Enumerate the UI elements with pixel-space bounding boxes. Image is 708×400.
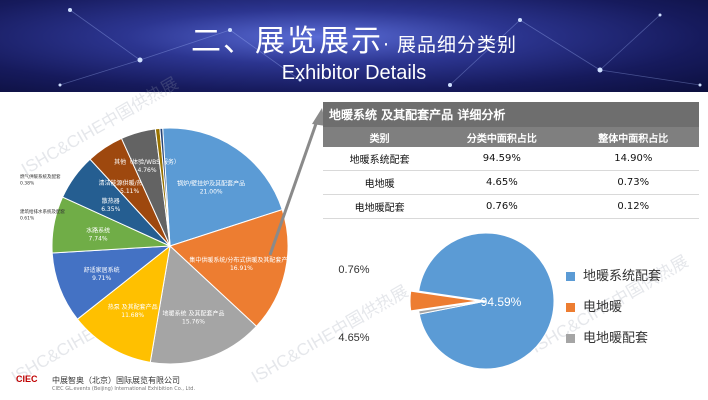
pie-slice-value: 5.11%: [120, 188, 139, 195]
pie-slice-label: 清洁能源供暖/热水产品: [99, 179, 161, 187]
title-main: 二、展览展示: [190, 24, 383, 59]
detail-pie-chart: 94.59% 4.65% 0.76%: [338, 232, 555, 370]
table-cell: 地暖系统配套: [323, 147, 437, 171]
company-name: 中展智奥（北京）国际展览有限公司: [52, 376, 180, 385]
table-cell: 电地暖: [323, 170, 437, 195]
pie-slice: [418, 300, 487, 315]
pie-data-label: 4.65%: [338, 332, 369, 344]
table-header: 整体中面积占比: [567, 127, 699, 147]
table-header: 分类中面积占比: [436, 127, 568, 147]
legend-label: 地暖系统配套: [583, 269, 662, 284]
pie-slice-value: 0.61%: [20, 216, 35, 222]
pie-slice-label: 热泵 及其配套产品: [108, 303, 158, 311]
pie-slice-value: 7.74%: [89, 236, 108, 243]
pie-slice-label: 燃气供暖系统及配套: [20, 173, 61, 180]
legend-label: 电地暖: [583, 300, 623, 315]
legend-label: 电地暖配套: [583, 331, 649, 346]
pie-slice-value: 11.68%: [121, 312, 144, 319]
table-row: 电地暖配套 0.76% 0.12%: [323, 194, 699, 219]
table-row: 地暖系统配套 94.59% 14.90%: [323, 147, 699, 171]
pie-slice-label: 地暖系统 及其配套产品: [163, 309, 225, 317]
title-sub: · 展品细分类别: [382, 34, 518, 56]
pie-slice-value: 16.91%: [230, 265, 253, 272]
table-cell: 0.73%: [567, 170, 699, 195]
detail-table: 地暖系统 及其配套产品 详细分析 类别 分类中面积占比 整体中面积占比 地暖系统…: [323, 102, 699, 219]
table-cell: 4.65%: [436, 170, 568, 195]
pie-slice-value: 15.76%: [182, 318, 205, 325]
legend-swatch: [566, 272, 575, 281]
pie-slice-label: 散热器: [102, 197, 120, 205]
pie-slice-label: 舒适家居系统: [84, 266, 120, 274]
pie-data-label: 94.59%: [481, 295, 522, 309]
page-title: 二、展览展示· 展品细分类别: [0, 16, 708, 60]
legend-item: 地暖系统配套: [566, 265, 661, 284]
pie-slice: [418, 232, 555, 370]
pie-slice: [76, 244, 171, 363]
header-banner: 二、展览展示· 展品细分类别 Exhibitor Details: [0, 0, 708, 92]
pie-slice-label: 水路系统: [86, 227, 110, 235]
pie-slice-value: 0.38%: [20, 181, 35, 187]
pie-slice: [149, 245, 258, 365]
pie-slice-label: 集中供暖系统/分布式供暖及其配套产品: [189, 256, 293, 264]
table-cell: 0.12%: [567, 194, 699, 219]
legend-item: 电地暖: [566, 296, 622, 315]
pie-slice-value: 21.00%: [200, 189, 223, 196]
pie-slice-value: 9.71%: [92, 275, 111, 282]
legend-item: 电地暖配套: [566, 327, 648, 346]
page-title-en: Exhibitor Details: [281, 62, 427, 84]
pie-slice-value: 4.76%: [137, 167, 156, 174]
legend-swatch: [566, 303, 575, 312]
table-header: 类别: [323, 127, 437, 147]
network-decoration: [58, 8, 702, 87]
table-cell: 电地暖配套: [323, 194, 437, 219]
pie-slice-value: 6.35%: [101, 206, 120, 213]
pie-data-label: 0.76%: [338, 264, 369, 276]
pie-slice: [409, 290, 479, 312]
table-cell: 14.90%: [567, 147, 699, 171]
table-row: 电地暖 4.65% 0.73%: [323, 170, 699, 195]
legend-swatch: [566, 334, 575, 343]
pie-slice: [159, 127, 171, 247]
company-name-en: CIEC GL.events (Beijing) International E…: [52, 386, 196, 392]
pie-slice-label: 建筑给排水系统及配套: [20, 208, 65, 215]
company-logo: CIEC: [16, 374, 38, 384]
pie-slice-label: 其他（体验/WBS/服务）: [114, 158, 180, 166]
table-cell: 0.76%: [436, 194, 568, 219]
pie-slice-label: 锅炉/壁挂炉及其配套产品: [177, 180, 245, 188]
table-cell: 94.59%: [436, 147, 568, 171]
table-caption: 地暖系统 及其配套产品 详细分析: [323, 102, 699, 127]
